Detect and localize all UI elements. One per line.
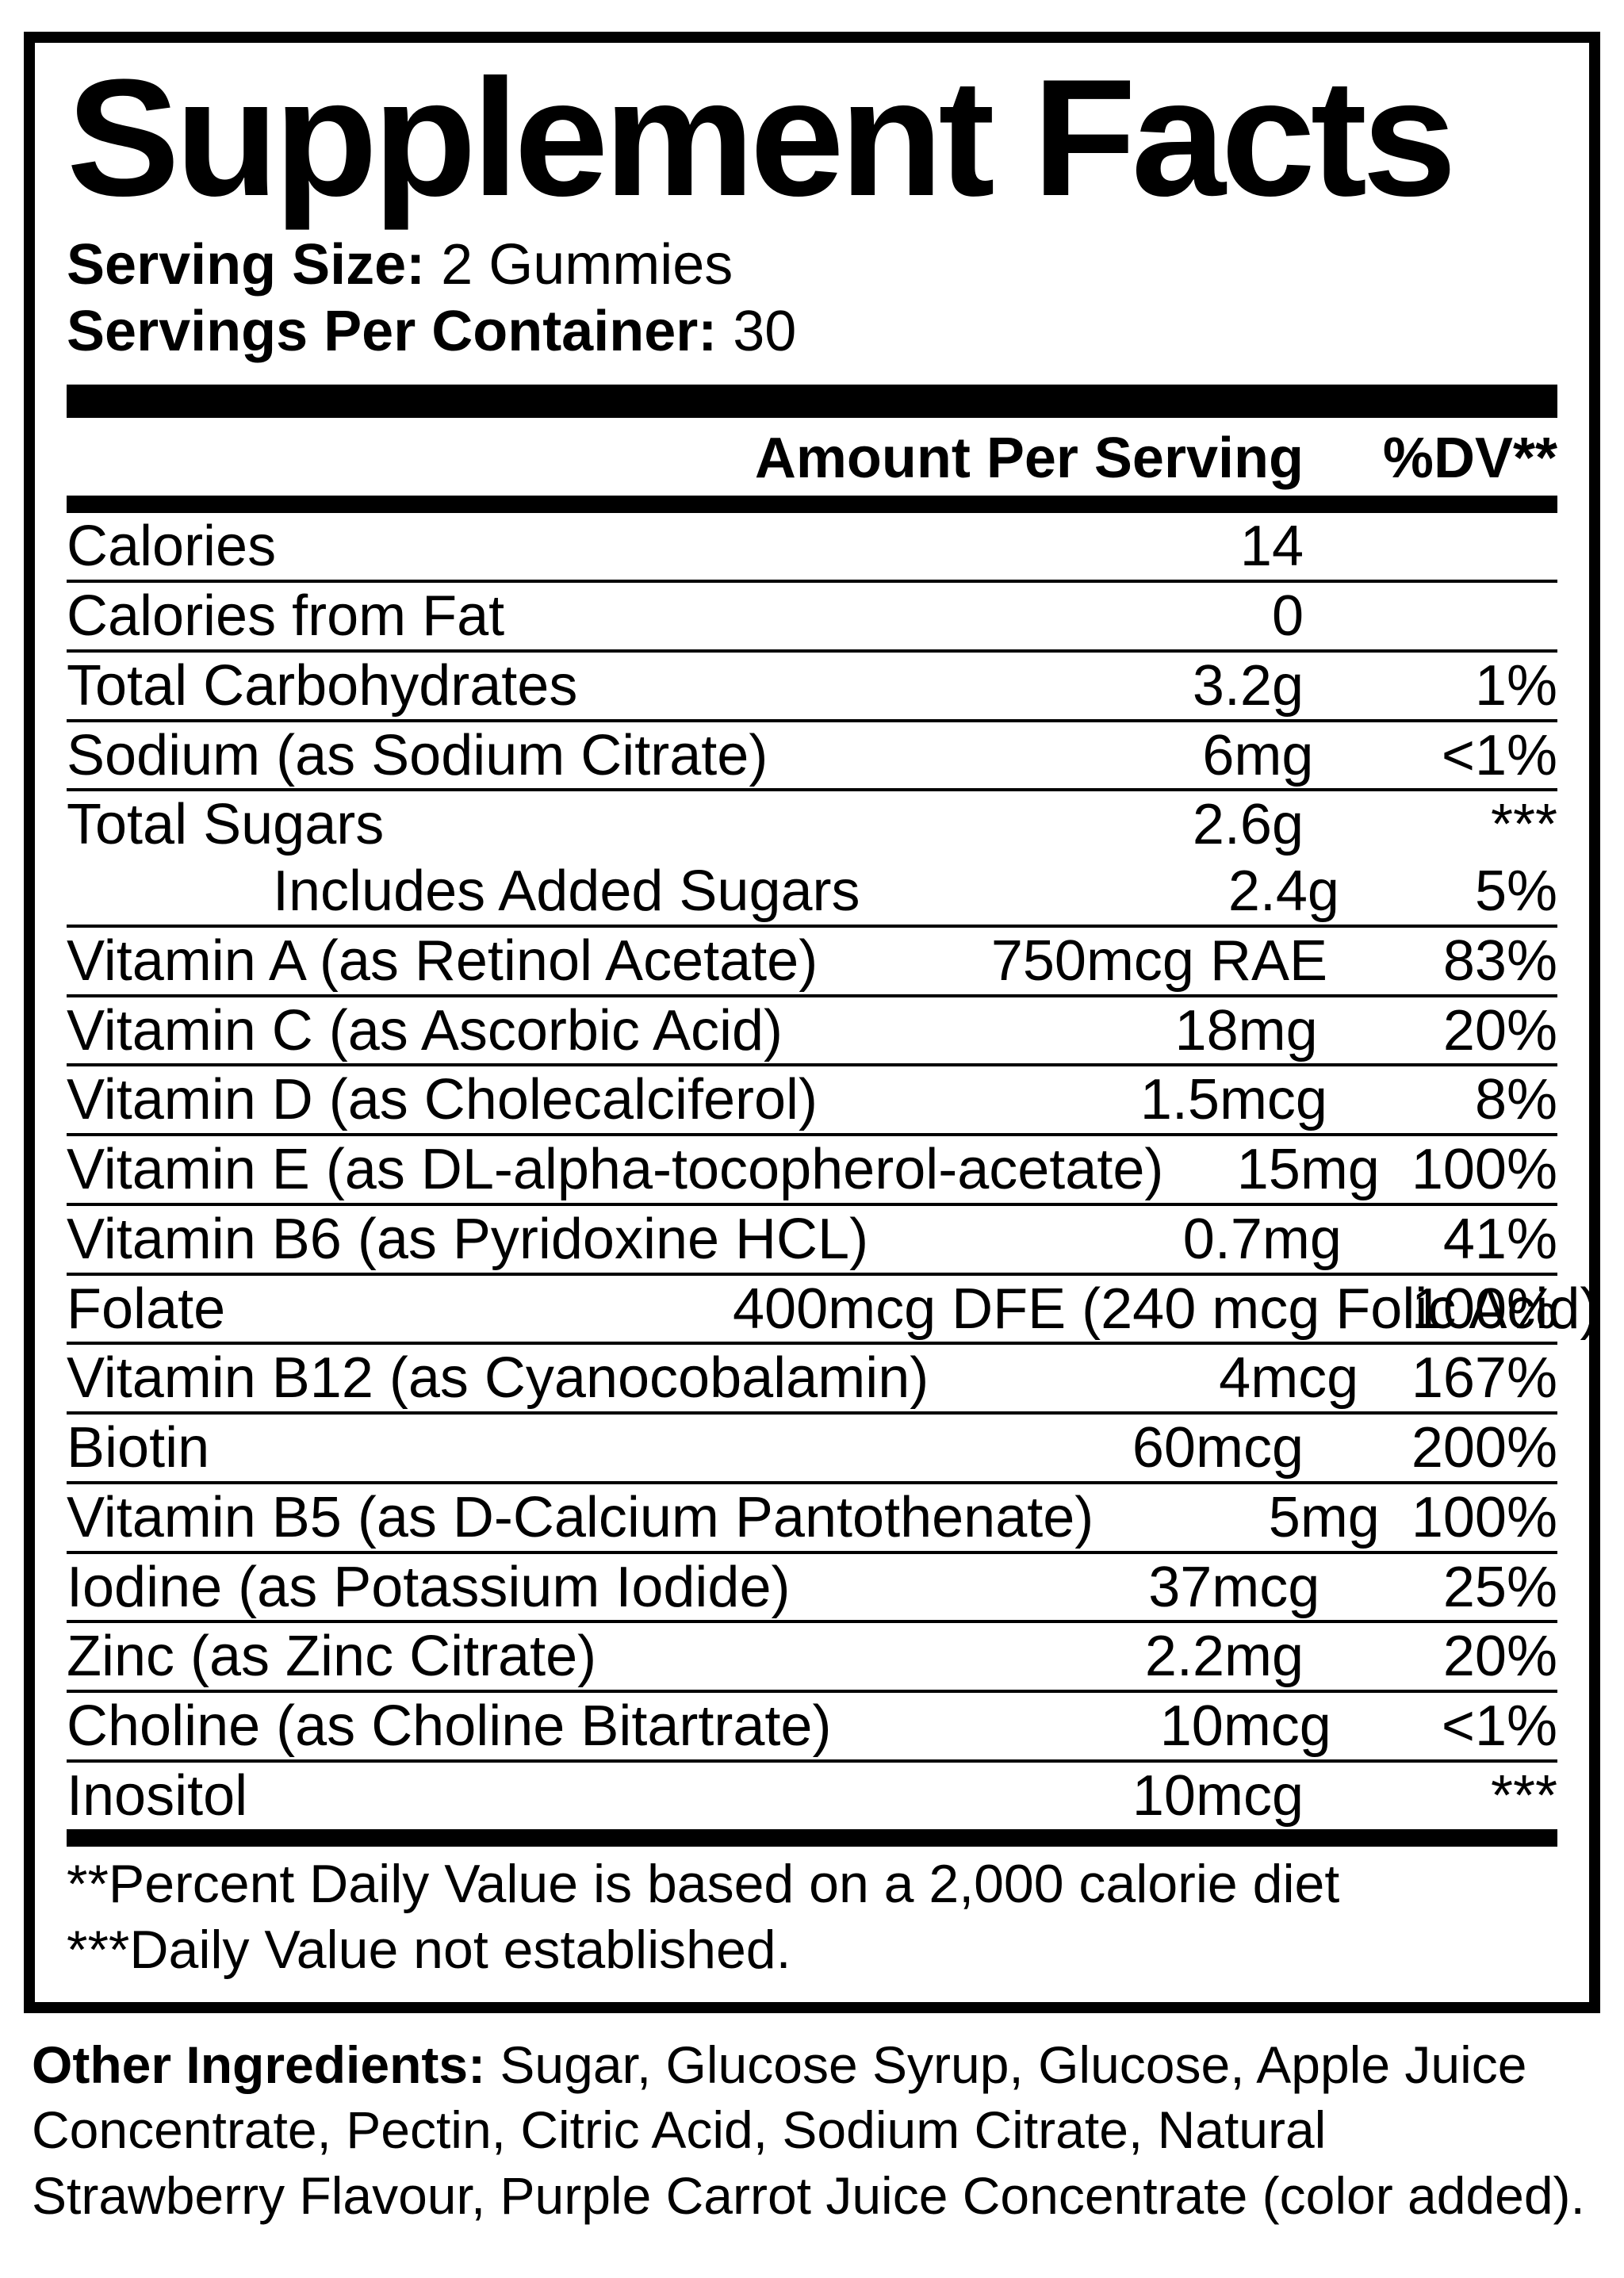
nutrient-table: Calories14Calories from Fat0Total Carboh… — [67, 513, 1557, 1828]
nutrient-amount: 2.4g — [860, 861, 1371, 923]
nutrient-dv: 100% — [1411, 1487, 1557, 1549]
other-ingredients: Other Ingredients: Sugar, Glucose Syrup,… — [24, 2013, 1600, 2229]
nutrient-row: Calories14 — [67, 513, 1557, 580]
nutrient-amount: 1.5mcg — [818, 1070, 1359, 1131]
nutrient-amount: 4mcg — [929, 1348, 1390, 1410]
nutrient-name: Choline (as Choline Bitartrate) — [67, 1696, 831, 1758]
nutrient-name: Calories from Fat — [67, 586, 733, 648]
nutrient-row: Vitamin B5 (as D-Calcium Pantothenate)5m… — [67, 1481, 1557, 1551]
other-ingredients-label: Other Ingredients: — [32, 2035, 485, 2094]
nutrient-row: Includes Added Sugars2.4g5% — [67, 858, 1557, 925]
nutrient-dv: 41% — [1373, 1209, 1557, 1271]
nutrient-amount: 14 — [733, 516, 1335, 578]
header-dv: %DV** — [1335, 426, 1557, 491]
nutrient-row: Total Carbohydrates3.2g1% — [67, 649, 1557, 719]
nutrient-row: Inositol10mcg*** — [67, 1759, 1557, 1829]
serving-info: Serving Size: 2 Gummies Servings Per Con… — [67, 232, 1557, 366]
serving-size-line: Serving Size: 2 Gummies — [67, 232, 1557, 299]
nutrient-dv: 83% — [1359, 931, 1557, 993]
nutrient-name: Total Sugars — [67, 794, 733, 856]
nutrient-name: Vitamin D (as Cholecalciferol) — [67, 1070, 818, 1131]
nutrient-row: Zinc (as Zinc Citrate)2.2mg20% — [67, 1620, 1557, 1690]
page: Supplement Facts Serving Size: 2 Gummies… — [0, 0, 1624, 2252]
nutrient-row: Total Sugars2.6g*** — [67, 788, 1557, 858]
servings-per-value: 30 — [733, 300, 796, 363]
nutrient-dv: 20% — [1350, 1001, 1557, 1062]
supplement-facts-panel: Supplement Facts Serving Size: 2 Gummies… — [24, 32, 1600, 2013]
nutrient-amount: 3.2g — [733, 656, 1335, 718]
nutrient-row: Vitamin E (as DL-alpha-tocopherol-acetat… — [67, 1133, 1557, 1203]
nutrient-amount: 15mg — [1163, 1139, 1411, 1201]
nutrient-amount: 18mg — [783, 1001, 1350, 1062]
nutrient-name: Includes Added Sugars — [67, 861, 860, 923]
nutrient-row: Vitamin B6 (as Pyridoxine HCL)0.7mg41% — [67, 1203, 1557, 1273]
nutrient-row: Vitamin B12 (as Cyanocobalamin)4mcg167% — [67, 1342, 1557, 1411]
nutrient-name: Inositol — [67, 1766, 733, 1828]
servings-per-label: Servings Per Container: — [67, 300, 717, 363]
nutrient-dv: 167% — [1390, 1348, 1557, 1410]
serving-size-label: Serving Size: — [67, 233, 425, 297]
nutrient-name: Biotin — [67, 1418, 733, 1480]
nutrient-name: Vitamin E (as DL-alpha-tocopherol-acetat… — [67, 1139, 1163, 1201]
nutrient-dv: <1% — [1345, 726, 1557, 787]
nutrient-dv: 8% — [1359, 1070, 1557, 1131]
nutrient-row: Biotin60mcg200% — [67, 1411, 1557, 1481]
nutrient-name: Zinc (as Zinc Citrate) — [67, 1626, 733, 1688]
panel-title: Supplement Facts — [67, 59, 1588, 217]
nutrient-dv: *** — [1335, 1766, 1557, 1828]
nutrient-amount: 0 — [733, 586, 1335, 648]
nutrient-name: Iodine (as Potassium Iodide) — [67, 1557, 790, 1619]
nutrient-dv: 100% — [1411, 1139, 1557, 1201]
nutrient-amount: 10mcg — [831, 1696, 1362, 1758]
header-name — [67, 426, 733, 491]
nutrient-amount: 6mg — [768, 726, 1345, 787]
nutrient-amount: 5mg — [1094, 1487, 1411, 1549]
nutrient-name: Vitamin B12 (as Cyanocobalamin) — [67, 1348, 929, 1410]
nutrient-name: Vitamin B6 (as Pyridoxine HCL) — [67, 1209, 868, 1271]
nutrient-amount: 2.6g — [733, 794, 1335, 856]
nutrient-name: Total Carbohydrates — [67, 656, 733, 718]
column-headers: Amount Per Serving %DV** — [67, 418, 1557, 496]
nutrient-amount: 37mcg — [790, 1557, 1351, 1619]
nutrient-dv: 200% — [1335, 1418, 1557, 1480]
nutrient-name: Calories — [67, 516, 733, 578]
nutrient-dv: 5% — [1371, 861, 1557, 923]
footnote-line-1: **Percent Daily Value is based on a 2,00… — [67, 1851, 1557, 1917]
nutrient-name: Vitamin C (as Ascorbic Acid) — [67, 1001, 783, 1062]
nutrient-row: Vitamin C (as Ascorbic Acid)18mg20% — [67, 994, 1557, 1064]
divider-thick — [67, 385, 1557, 418]
nutrient-name: Sodium (as Sodium Citrate) — [67, 726, 768, 787]
nutrient-amount: 0.7mg — [868, 1209, 1373, 1271]
servings-per-line: Servings Per Container: 30 — [67, 298, 1557, 366]
nutrient-row: Vitamin A (as Retinol Acetate)750mcg RAE… — [67, 925, 1557, 994]
nutrient-row: Folate400mcg DFE (240 mcg Folic Acid)100… — [67, 1273, 1557, 1342]
nutrient-name: Vitamin A (as Retinol Acetate) — [67, 931, 818, 993]
nutrient-dv: 20% — [1335, 1626, 1557, 1688]
nutrient-row: Calories from Fat0 — [67, 580, 1557, 649]
nutrient-dv: <1% — [1363, 1696, 1557, 1758]
nutrient-row: Choline (as Choline Bitartrate)10mcg<1% — [67, 1690, 1557, 1759]
nutrient-dv: 1% — [1335, 656, 1557, 718]
nutrient-row: Sodium (as Sodium Citrate)6mg<1% — [67, 719, 1557, 789]
nutrient-amount: 400mcg DFE (240 mcg Folic Acid) — [733, 1279, 1335, 1341]
nutrient-row: Vitamin D (as Cholecalciferol)1.5mcg8% — [67, 1063, 1557, 1133]
divider-medium-bottom — [67, 1829, 1557, 1847]
nutrient-name: Folate — [67, 1279, 733, 1341]
divider-medium — [67, 496, 1557, 513]
footnotes: **Percent Daily Value is based on a 2,00… — [67, 1847, 1557, 1986]
nutrient-name: Vitamin B5 (as D-Calcium Pantothenate) — [67, 1487, 1094, 1549]
serving-size-value: 2 Gummies — [441, 233, 733, 297]
nutrient-dv: *** — [1335, 794, 1557, 856]
nutrient-amount: 750mcg RAE — [818, 931, 1359, 993]
nutrient-amount: 60mcg — [733, 1418, 1335, 1480]
footnote-line-2: ***Daily Value not established. — [67, 1917, 1557, 1983]
nutrient-dv: 100% — [1335, 1279, 1557, 1341]
nutrient-amount: 2.2mg — [733, 1626, 1335, 1688]
nutrient-dv: 25% — [1351, 1557, 1557, 1619]
nutrient-amount: 10mcg — [733, 1766, 1335, 1828]
header-amount: Amount Per Serving — [733, 426, 1335, 491]
nutrient-row: Iodine (as Potassium Iodide)37mcg25% — [67, 1551, 1557, 1621]
